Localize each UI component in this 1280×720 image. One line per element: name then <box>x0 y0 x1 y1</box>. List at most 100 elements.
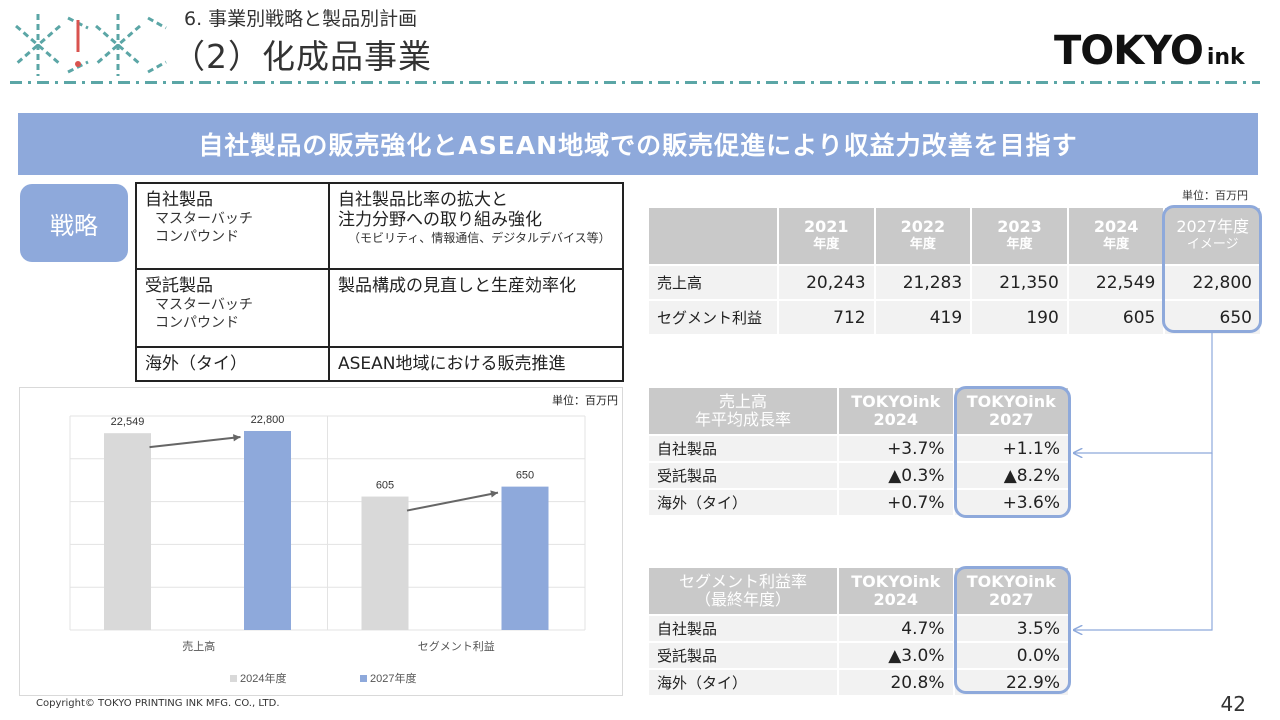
chart-legend-label: 2027年度 <box>370 671 416 685</box>
chart-unit-label: 単位：百万円 <box>552 394 618 407</box>
chart-legend-swatch <box>230 675 237 682</box>
strategy-row: 受託製品 マスターバッチ コンパウンド 製品構成の見直しと生産効率化 <box>135 268 624 348</box>
chart-canvas: 22,549 22,800 売上高 605 650 セグメント利益 2024年度 2027年度 <box>69 414 586 685</box>
chart-data-label: 605 <box>376 480 394 492</box>
chart-category-label: 売上高 <box>182 639 215 653</box>
table-header-col: TOKYOink 2027 <box>954 388 1068 434</box>
segment-sub: マスターバッチ <box>155 297 253 313</box>
header-divider <box>10 81 1260 84</box>
policy-text: 製品構成の見直しと生産効率化 <box>338 276 576 296</box>
table-header-row: 2021 年度 2022 年度 2023 年度 2024 年度 2027年度 イメージ <box>649 208 1260 264</box>
row-label: 売上高 <box>649 266 777 299</box>
table-row: 自社製品 +3.7% +1.1% <box>649 436 1068 461</box>
sales-profit-table: 2021 年度 2022 年度 2023 年度 2024 年度 2027年度 イメージ 売… <box>647 206 1262 336</box>
segment-title: 自社製品 <box>145 190 213 210</box>
table-header-row: 売上高 年平均成長率 TOKYOink 2024 TOKYOink 2027 <box>649 388 1068 434</box>
segment-sub: コンパウンド <box>155 229 239 245</box>
page-number: 42 <box>1220 692 1246 716</box>
table-header-row: セグメント利益率 （最終年度） TOKYOink 2024 TOKYOink 2027 <box>649 568 1068 614</box>
table-header-year: 2021 年度 <box>779 208 874 264</box>
strategy-banner: 自社製品の販売強化とASEAN地域での販売促進により収益力改善を目指す <box>18 113 1258 175</box>
table-cell: 21,283 <box>875 266 971 299</box>
strategy-table: 自社製品 マスターバッチ コンパウンド 自社製品比率の拡大と 注力分野への取り組… <box>135 182 624 382</box>
table-row: 受託製品 ▲3.0% 0.0% <box>649 643 1068 668</box>
brand-logo-ink: ink <box>1206 45 1245 70</box>
strategy-cell-segment: 自社製品 マスターバッチ コンパウンド <box>135 182 330 270</box>
table-cell: +3.7% <box>839 436 953 461</box>
table-header-year: 2023 年度 <box>972 208 1067 264</box>
table-cell: 605 <box>1068 301 1164 334</box>
chart-bar <box>244 430 291 630</box>
policy-text: 注力分野への取り組み強化 <box>338 210 542 230</box>
page-title: （2）化成品事業 <box>172 37 432 76</box>
table-cell: +0.7% <box>839 490 953 515</box>
table-header-col: TOKYOink 2024 <box>839 388 953 434</box>
table-cell: 20,243 <box>779 266 874 299</box>
row-label: 自社製品 <box>649 436 837 461</box>
strategy-row: 自社製品 マスターバッチ コンパウンド 自社製品比率の拡大と 注力分野への取り組… <box>135 182 624 270</box>
table-header-label: 売上高 年平均成長率 <box>649 388 837 434</box>
table-header-year: 2024 年度 <box>1068 208 1164 264</box>
strategy-cell-segment: 受託製品 マスターバッチ コンパウンド <box>135 268 330 348</box>
strategy-cell-policy: ASEAN地域における販売推進 <box>328 346 624 382</box>
strategy-row: 海外（タイ） ASEAN地域における販売推進 <box>135 346 624 382</box>
table-row: 受託製品 ▲0.3% ▲8.2% <box>649 463 1068 488</box>
chart-trend-arrowhead <box>490 490 498 498</box>
strategy-cell-segment: 海外（タイ） <box>135 346 330 382</box>
table-cell: 20.8% <box>839 670 953 695</box>
brand-logo: TOKYO ink <box>1054 28 1245 74</box>
brand-logo-main: TOKYO <box>1054 28 1204 74</box>
chart-bar <box>104 433 151 630</box>
policy-text: ASEAN地域における販売推進 <box>338 354 566 374</box>
segment-title: 受託製品 <box>145 276 213 296</box>
chart-data-label: 650 <box>516 470 534 482</box>
table-cell: ▲3.0% <box>839 643 953 668</box>
highlight-2027-sales <box>1162 205 1262 333</box>
policy-note: （モビリティ、情報通信、デジタルデバイス等） <box>348 231 611 245</box>
table-cell: 419 <box>875 301 971 334</box>
table-cell: ▲8.2% <box>954 463 1068 488</box>
table-row: 売上高 20,243 21,283 21,350 22,549 22,800 <box>649 266 1260 299</box>
table-cell: 0.0% <box>954 643 1068 668</box>
highlight-2027-growth <box>954 386 1071 518</box>
segment-sub: マスターバッチ <box>155 211 253 227</box>
segment-margin-table: セグメント利益率 （最終年度） TOKYOink 2024 TOKYOink 2027… <box>647 566 1070 697</box>
table-header-col: TOKYOink 2027 <box>954 568 1068 614</box>
highlight-2027-margin <box>954 566 1071 694</box>
table-header-col: TOKYOink 2024 <box>839 568 953 614</box>
chart-legend-swatch <box>360 675 367 682</box>
table-cell: +3.6% <box>954 490 1068 515</box>
chart-legend-label: 2024年度 <box>240 671 286 685</box>
chart-data-label: 22,549 <box>111 416 145 428</box>
row-label: 受託製品 <box>649 643 837 668</box>
table-cell: 712 <box>779 301 874 334</box>
table-row: セグメント利益 712 419 190 605 650 <box>649 301 1260 334</box>
table-row: 自社製品 4.7% 3.5% <box>649 616 1068 641</box>
policy-text: 自社製品比率の拡大と <box>338 190 508 210</box>
table-cell: 22,549 <box>1068 266 1164 299</box>
row-label: 自社製品 <box>649 616 837 641</box>
table-row: 海外（タイ） 20.8% 22.9% <box>649 670 1068 695</box>
table-cell: 21,350 <box>972 266 1067 299</box>
table-cell: 22.9% <box>954 670 1068 695</box>
segment-sub: コンパウンド <box>155 315 239 331</box>
table-header-year: 2022 年度 <box>875 208 971 264</box>
table-cell: ▲0.3% <box>839 463 953 488</box>
strategy-badge: 戦略 <box>20 184 128 262</box>
row-label: 受託製品 <box>649 463 837 488</box>
copyright-text: Copyright© TOKYO PRINTING INK MFG. CO., … <box>36 698 280 709</box>
table-cell: +1.1% <box>954 436 1068 461</box>
comparison-chart: 単位：百万円 22,549 22,800 売上高 605 650 セグメント利益 2024年… <box>19 387 623 696</box>
chart-trend-arrowhead <box>233 434 241 442</box>
table-cell: 3.5% <box>954 616 1068 641</box>
table-row: 海外（タイ） +0.7% +3.6% <box>649 490 1068 515</box>
table-cell: 650 <box>1165 301 1260 334</box>
table-unit-label: 単位：百万円 <box>1182 189 1248 202</box>
table-cell: 4.7% <box>839 616 953 641</box>
chart-bar <box>501 486 549 630</box>
chart-category-label: セグメント利益 <box>418 639 495 653</box>
table-cell: 22,800 <box>1165 266 1260 299</box>
decorative-snowflake-logo <box>15 14 167 76</box>
table-cell: 190 <box>972 301 1067 334</box>
strategy-cell-policy: 製品構成の見直しと生産効率化 <box>328 268 624 348</box>
